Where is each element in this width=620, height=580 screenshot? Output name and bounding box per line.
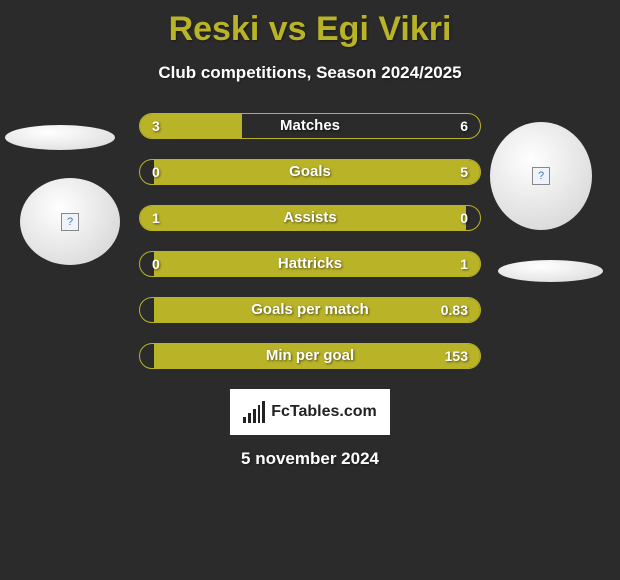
placeholder-icon: ?	[532, 167, 550, 185]
logo-box: FcTables.com	[230, 389, 390, 435]
stat-bar: Min per goal153	[139, 343, 481, 369]
bar-label: Min per goal	[140, 344, 480, 368]
bar-label: Goals per match	[140, 298, 480, 322]
decor-ellipse-top-left	[5, 125, 115, 150]
page-subtitle: Club competitions, Season 2024/2025	[0, 63, 620, 83]
bar-label: Hattricks	[140, 252, 480, 276]
bar-value-right: 0.83	[441, 298, 468, 322]
bar-value-right: 0	[460, 206, 468, 230]
decor-circle-left: ?	[20, 178, 120, 265]
bar-chart-icon	[243, 401, 265, 423]
bar-label: Goals	[140, 160, 480, 184]
decor-circle-right: ?	[490, 122, 592, 230]
stat-bar: 0Hattricks1	[139, 251, 481, 277]
stat-bar: 1Assists0	[139, 205, 481, 231]
comparison-bars: 3Matches60Goals51Assists00Hattricks1Goal…	[139, 113, 481, 369]
placeholder-icon: ?	[61, 213, 79, 231]
bar-value-right: 153	[445, 344, 468, 368]
bar-value-right: 5	[460, 160, 468, 184]
logo-text: FcTables.com	[271, 403, 377, 421]
date-text: 5 november 2024	[0, 449, 620, 469]
stat-bar: Goals per match0.83	[139, 297, 481, 323]
decor-ellipse-bottom-right	[498, 260, 603, 282]
stat-bar: 0Goals5	[139, 159, 481, 185]
bar-label: Assists	[140, 206, 480, 230]
bar-value-right: 6	[460, 114, 468, 138]
page-title: Reski vs Egi Vikri	[0, 0, 620, 49]
bar-label: Matches	[140, 114, 480, 138]
bar-value-right: 1	[460, 252, 468, 276]
stat-bar: 3Matches6	[139, 113, 481, 139]
